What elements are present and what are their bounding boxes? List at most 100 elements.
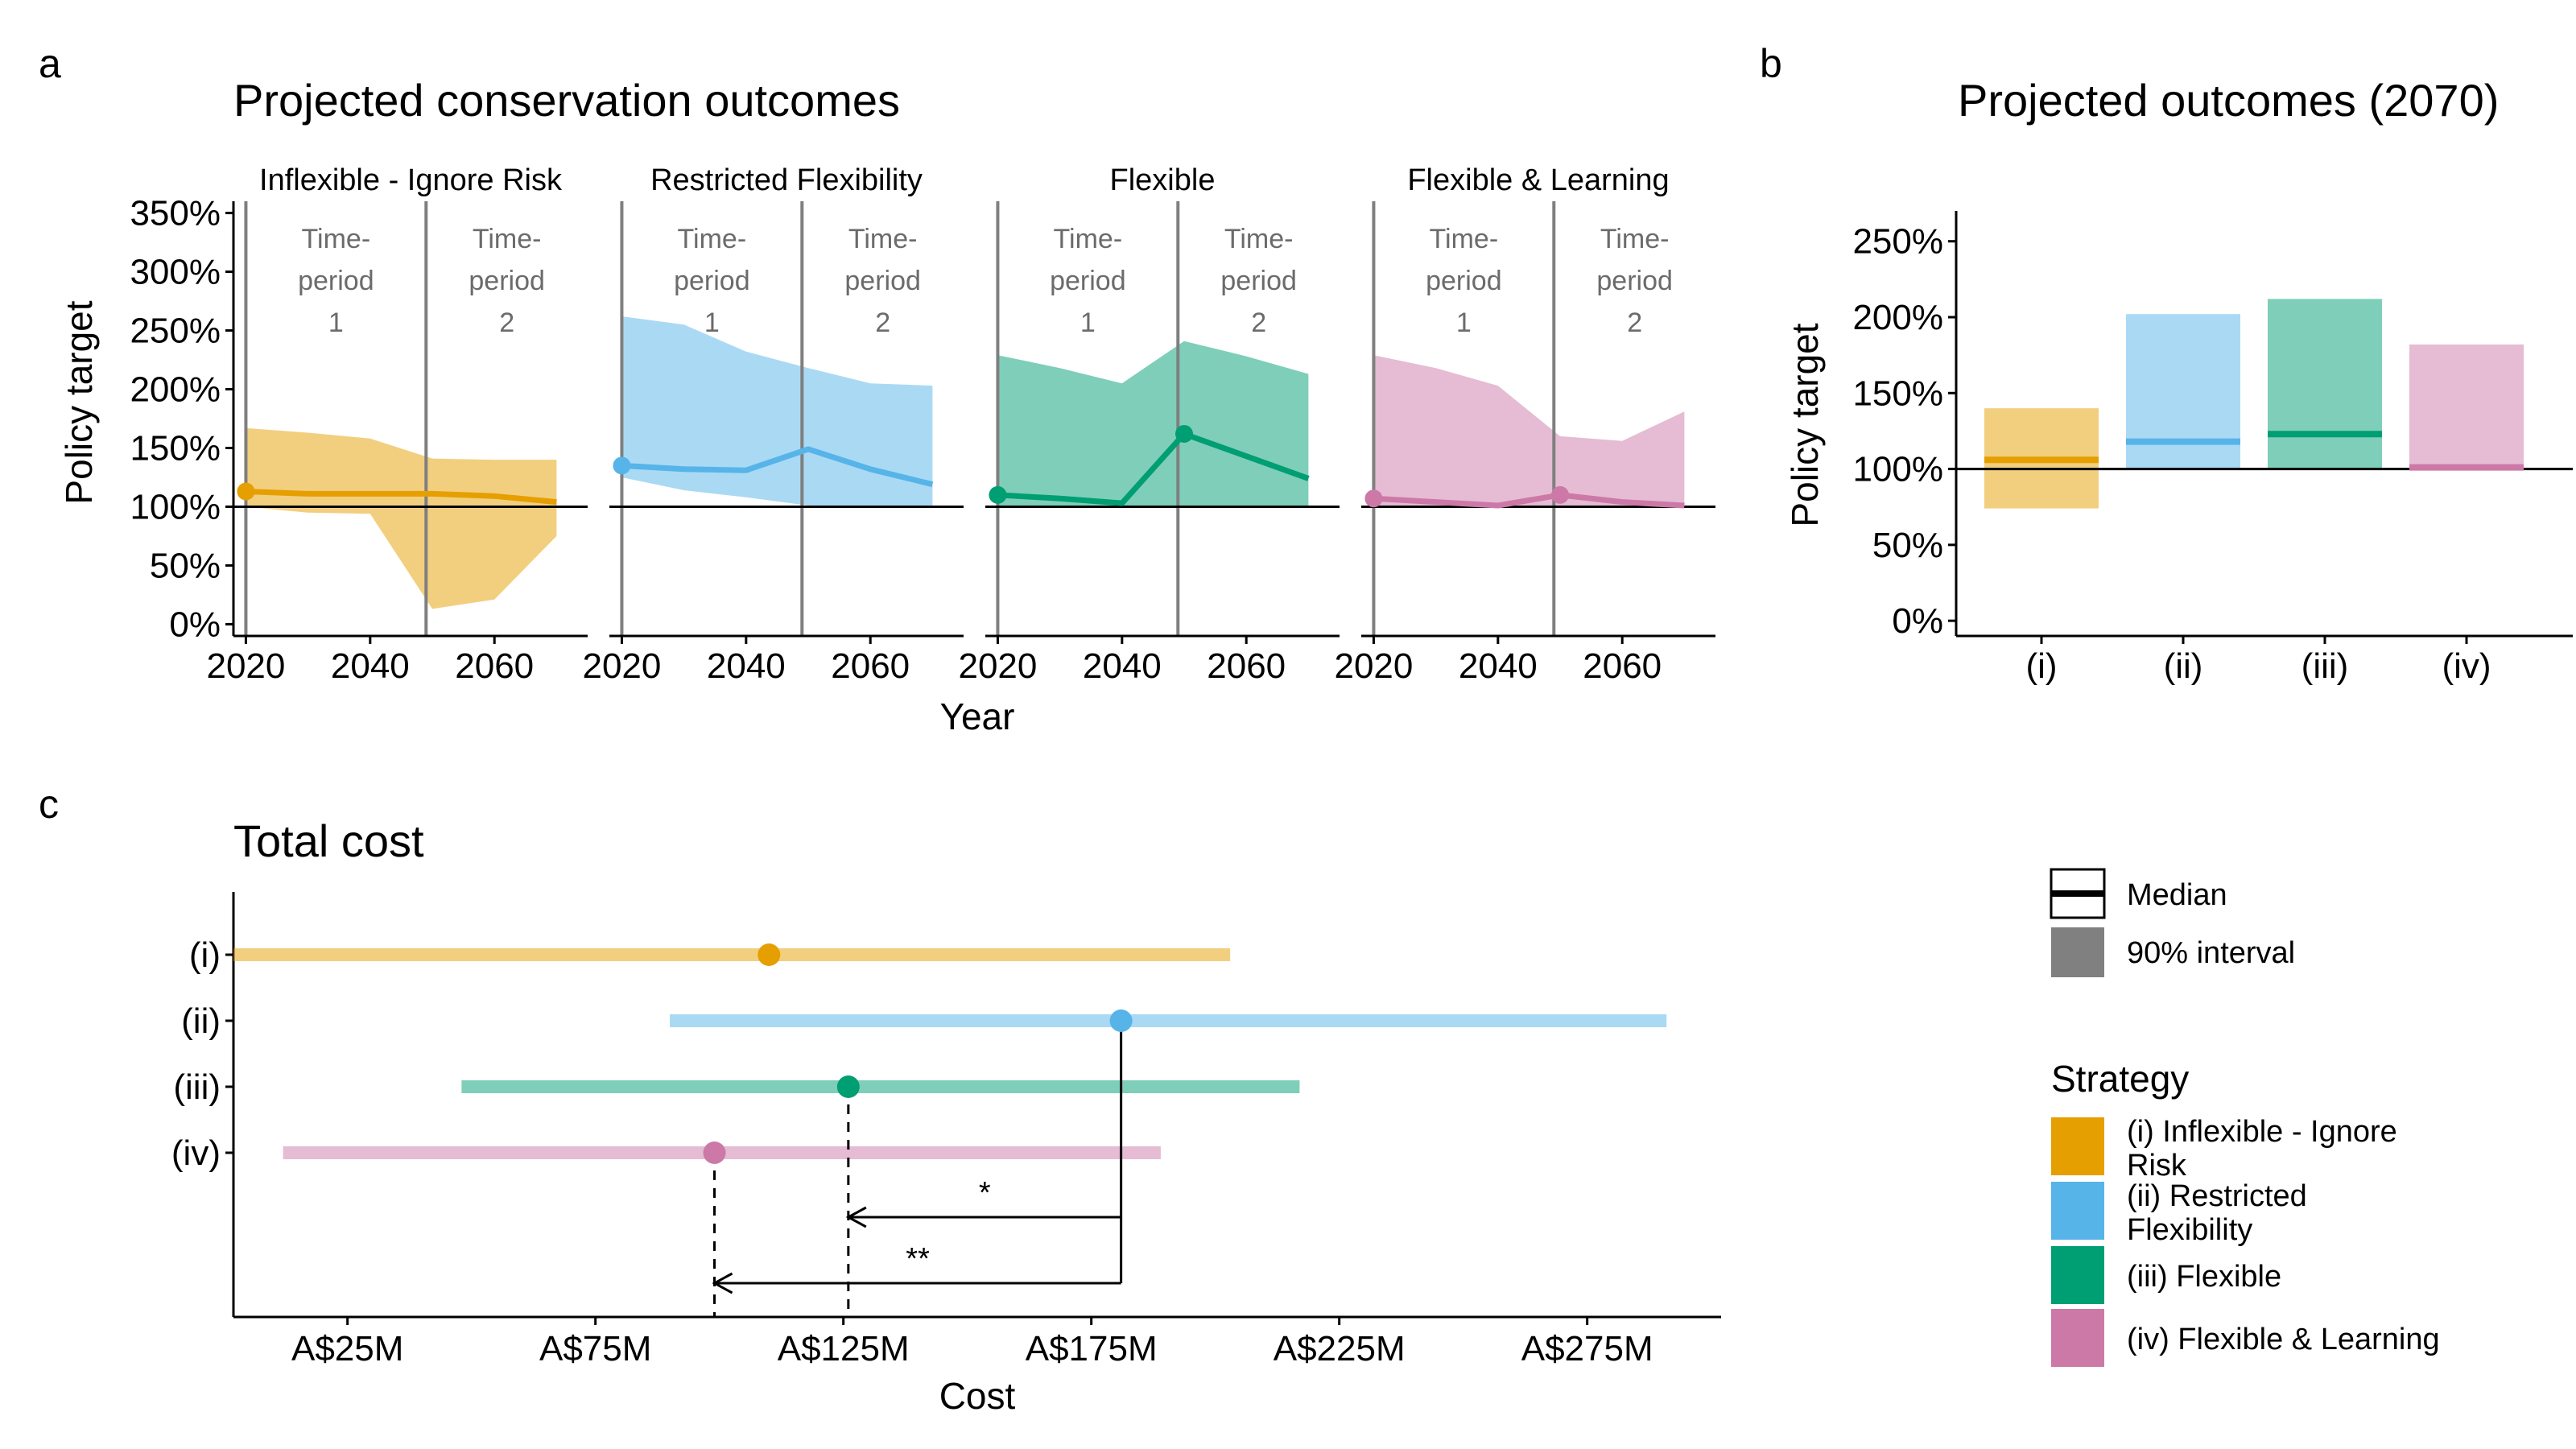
panel-a-y-tick-label: 250%: [130, 312, 221, 351]
panel-c-y-tick-label: (iii): [173, 1067, 221, 1107]
period-2-point: [1551, 485, 1570, 504]
panel-c-xlabel: Cost: [939, 1375, 1016, 1417]
time-period-2-label: Time-: [473, 224, 542, 254]
panel-c-plot: ***(i)(ii)(iii)(iv)A$25M A$75M A$125M A$175…: [171, 892, 1721, 1368]
median-line: [1373, 492, 1685, 509]
x-tick-label: 2060: [831, 646, 910, 686]
panel-b-y-tick-label: 100%: [1852, 450, 1943, 489]
panel-c-median-point-learning: [703, 1141, 726, 1164]
panel-b-y-tick-label: 50%: [1872, 526, 1943, 565]
panel-c-x-tick-label: A$125M: [778, 1329, 910, 1368]
panel-b-x-tick-label: (iii): [2301, 646, 2349, 686]
legend-label-line-2: Risk: [2127, 1149, 2187, 1183]
panel-c-x-tick-label: A$25M: [291, 1329, 403, 1368]
facet-flexible: Flexible Time- Time-period period 1 2 2020 2040…: [958, 163, 1340, 686]
time-period-2-label: 2: [1627, 308, 1642, 338]
start-point: [1364, 489, 1383, 508]
panel-c-x-tick-label: A$75M: [539, 1329, 651, 1368]
panel-a-projected-outcomes: Projected conservation outcomes Year Pol…: [58, 75, 1715, 737]
facet-inflexible: Inflexible - Ignore Risk Time- Time-period…: [206, 163, 588, 686]
start-point: [237, 482, 255, 501]
panel-c-significance-label: **: [906, 1242, 930, 1276]
x-tick-label: 2060: [455, 646, 534, 686]
legend-swatch-inflexible: [2051, 1117, 2104, 1175]
panel-letter-b: b: [1760, 41, 1782, 86]
legend-label-line-1: (ii) Restricted: [2127, 1179, 2307, 1213]
interval-band: [1373, 355, 1685, 507]
panel-c-median-point-inflexible: [758, 943, 781, 966]
panel-a-y-tick-label: 350%: [130, 194, 221, 233]
panel-b-y-tick-label: 150%: [1852, 374, 1943, 413]
time-period-1-label: Time-: [678, 224, 747, 254]
interval-band: [246, 427, 557, 609]
panel-b-outcomes-2070: Projected outcomes (2070) Policy target …: [1784, 75, 2573, 686]
median-line: [997, 431, 1310, 506]
legend-interval-label: 90% interval: [2127, 936, 2295, 970]
facet-strip-label: Inflexible - Ignore Risk: [259, 163, 563, 197]
legend-label-line-2: Flexibility: [2127, 1213, 2252, 1247]
x-tick-label: 2020: [1334, 646, 1413, 686]
median-line: [621, 446, 934, 488]
panel-c-title: Total cost: [233, 815, 424, 866]
legend-label: (iv) Flexible & Learning: [2127, 1323, 2440, 1356]
legend-median-key: Median: [2050, 868, 2227, 919]
panel-c-y-tick-label: (i): [189, 935, 221, 975]
time-period-2-label: Time-: [848, 224, 918, 254]
time-period-2-label: Time-: [1600, 224, 1670, 254]
x-tick-label: 2040: [331, 646, 410, 686]
time-period-1-label: 1: [328, 308, 344, 338]
x-tick-label: 2040: [707, 646, 786, 686]
time-period-1-label: Time-: [1430, 224, 1499, 254]
panel-letter-a: a: [39, 41, 61, 86]
time-period-1-label: period: [1050, 266, 1126, 296]
panel-b-plot: 0% 50% 100% 150% 200% 250% (i) (ii) (iii) (iv): [1852, 211, 2573, 686]
time-period-1-label: period: [298, 266, 374, 296]
panel-a-y-tick-label: 100%: [130, 487, 221, 526]
x-tick-label: 2060: [1207, 646, 1286, 686]
legend: Median 90% interval Strategy (i) Inflexi…: [2050, 868, 2440, 1367]
panel-a-y-axis: 0% 50% 100% 150% 200% 250% 300% 350%: [130, 194, 235, 644]
legend-interval-swatch: [2051, 927, 2104, 977]
panel-a-title: Projected conservation outcomes: [233, 75, 900, 126]
start-point: [989, 485, 1007, 504]
panel-c-x-tick-label: A$175M: [1026, 1329, 1158, 1368]
time-period-1-label: Time-: [1054, 224, 1123, 254]
legend-interval-key: 90% interval: [2051, 927, 2295, 977]
panel-c-median-point-flexible: [836, 1075, 860, 1098]
panel-a-facets: Inflexible - Ignore Risk Time- Time-period…: [206, 163, 1715, 686]
panel-c-median-point-restricted: [1109, 1009, 1133, 1032]
legend-strategy-flexible: (iii) Flexible: [2051, 1246, 2281, 1304]
period-2-point: [1175, 424, 1194, 443]
time-period-2-label: 2: [875, 308, 890, 338]
panel-c-y-tick-label: (ii): [181, 1001, 221, 1041]
legend-strategy-title: Strategy: [2051, 1058, 2189, 1100]
panel-c-y-tick-label: (iv): [171, 1133, 221, 1173]
legend-swatch-restricted: [2051, 1182, 2104, 1240]
panel-b-interval-bar-restricted: [2126, 314, 2240, 469]
facet-restricted: Restricted Flexibility Time- Time-period pe…: [582, 163, 964, 686]
facet-strip-label: Flexible & Learning: [1407, 163, 1669, 197]
legend-swatch-learning: [2051, 1309, 2104, 1367]
legend-label: (iii) Flexible: [2127, 1260, 2281, 1294]
panel-c-comparison-arrowhead: [712, 1272, 733, 1294]
x-tick-label: 2040: [1459, 646, 1538, 686]
time-period-2-label: 2: [1251, 308, 1266, 338]
x-tick-label: 2060: [1583, 646, 1662, 686]
time-period-1-label: 1: [1080, 308, 1096, 338]
panel-b-title: Projected outcomes (2070): [1958, 75, 2499, 126]
legend-label-line-1: (i) Inflexible - Ignore: [2127, 1115, 2397, 1149]
time-period-2-label: period: [469, 266, 545, 296]
legend-strategy-learning: (iv) Flexible & Learning: [2051, 1309, 2440, 1367]
time-period-1-label: 1: [1456, 308, 1472, 338]
panel-a-y-tick-label: 150%: [130, 428, 221, 468]
panel-a-y-tick-label: 0%: [169, 605, 221, 644]
panel-c-x-tick-label: A$275M: [1521, 1329, 1653, 1368]
panel-c-comparison-arrowhead: [845, 1206, 867, 1228]
panel-b-x-tick-label: (i): [2025, 646, 2057, 686]
median-line: [246, 489, 557, 506]
panel-b-y-tick-label: 250%: [1852, 222, 1943, 262]
panel-b-ylabel: Policy target: [1784, 323, 1826, 526]
